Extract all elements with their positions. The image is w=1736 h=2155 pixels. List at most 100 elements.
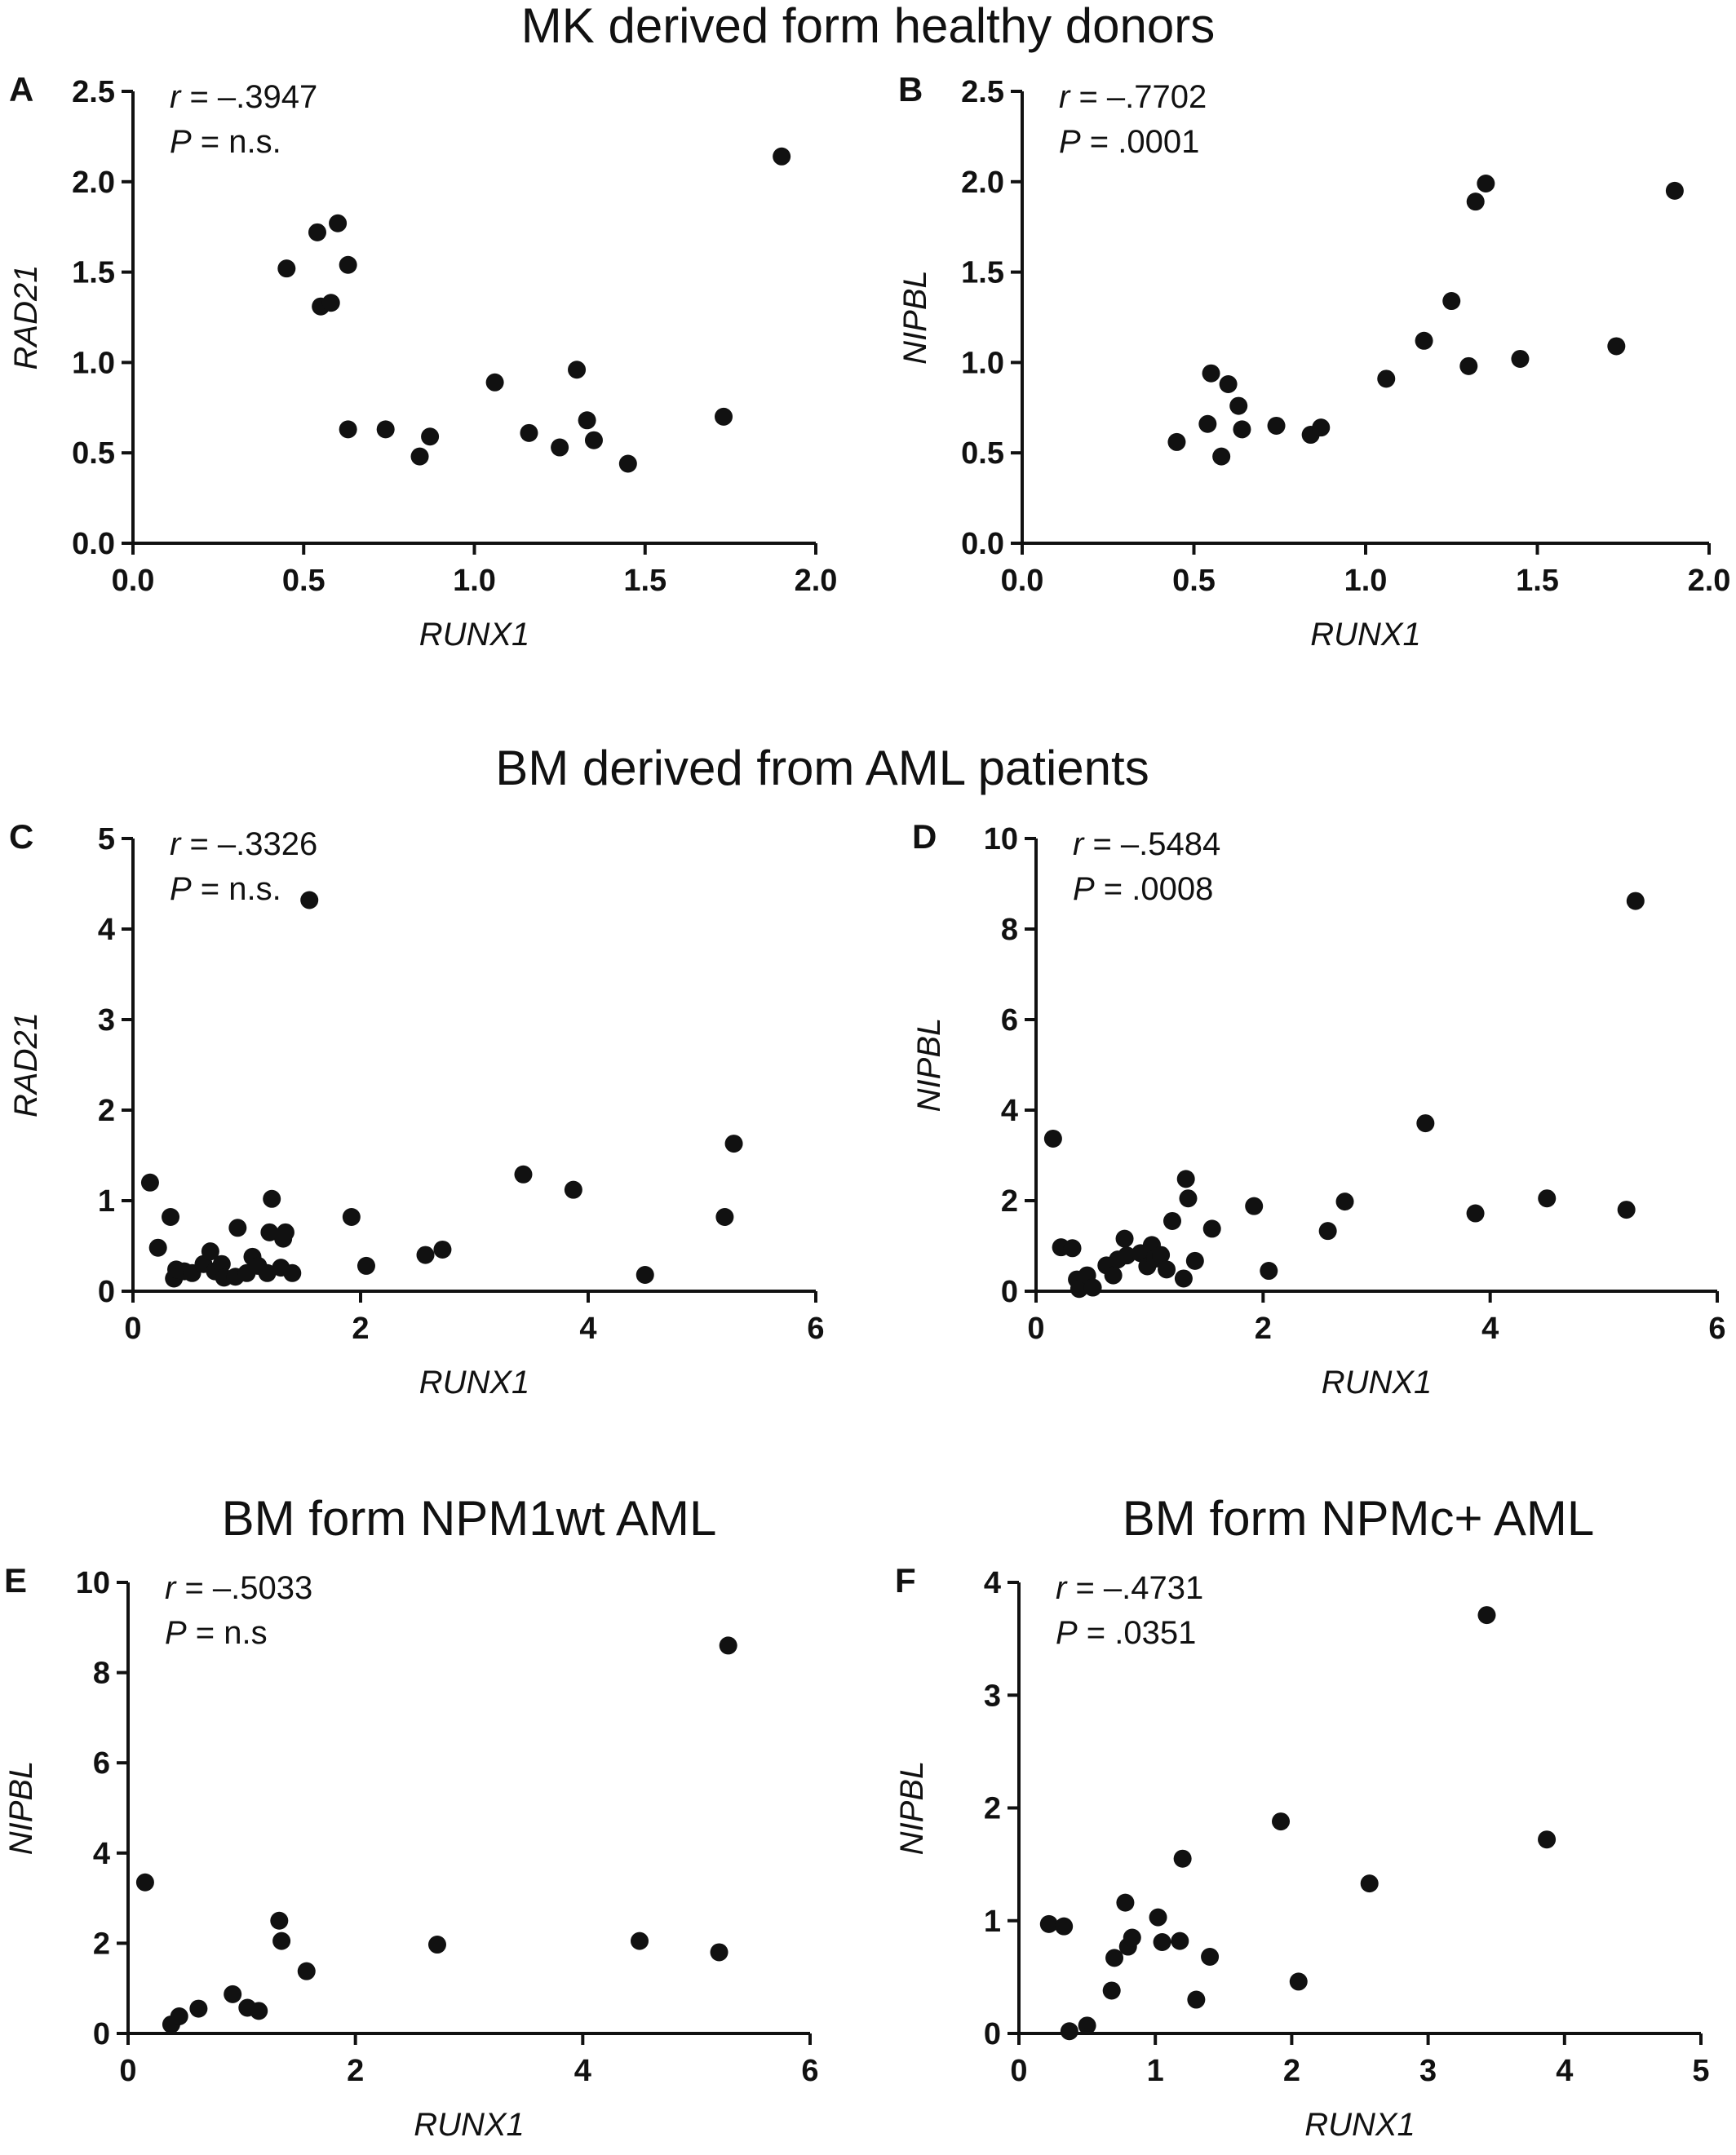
r-value: = –.5033: [175, 1570, 312, 1606]
p-symbol: P: [1056, 1615, 1078, 1651]
data-point: [1312, 418, 1331, 437]
data-point: [584, 431, 603, 449]
data-point: [1171, 1932, 1189, 1950]
r-value: = –.7702: [1070, 79, 1207, 115]
data-point: [1511, 349, 1530, 368]
x-axis-label: RUNX1: [419, 1365, 530, 1401]
panel-letter: E: [4, 1561, 27, 1600]
data-point: [1377, 369, 1396, 388]
data-point: [212, 1255, 231, 1273]
x-tick-label: 0: [124, 1312, 141, 1346]
data-point: [1289, 1972, 1308, 1991]
section-title-npmc: BM form NPMc+ AML: [1123, 1491, 1594, 1546]
r-symbol: r: [1059, 79, 1071, 115]
y-tick-label: 2: [93, 1927, 110, 1961]
p-value: = n.s.: [192, 124, 281, 160]
data-point: [339, 420, 357, 439]
y-tick-label: 1: [98, 1184, 115, 1219]
panel-a: 0.0 0.5 1.0 1.5 2.0 0.0 0.5 1.0 1.5 2.0 2.5 RUNX1 RA…: [8, 70, 837, 653]
data-point: [1116, 1893, 1135, 1912]
y-tick-label: 2.0: [961, 166, 1004, 200]
data-point: [1335, 1193, 1354, 1211]
data-point: [283, 1263, 302, 1282]
data-point: [636, 1266, 654, 1285]
r-annotation: r = –.7702: [1059, 79, 1207, 115]
p-symbol: P: [165, 1615, 187, 1651]
x-tick-label: 4: [1481, 1312, 1499, 1346]
y-tick-label: 0: [984, 2017, 1001, 2051]
y-tick-label: 8: [1001, 913, 1018, 947]
r-annotation: r = –.3947: [170, 79, 317, 115]
y-axis-label: NIPBL: [911, 1018, 947, 1113]
x-axis-label: RUNX1: [1310, 617, 1421, 653]
data-point: [339, 255, 357, 274]
data-point: [631, 1932, 649, 1950]
data-point: [1202, 364, 1220, 383]
data-point: [1153, 1933, 1171, 1952]
data-point: [1039, 1914, 1058, 1933]
data-point: [520, 423, 538, 442]
panel-letter: C: [9, 817, 33, 856]
data-point: [1459, 356, 1478, 375]
data-point: [277, 259, 296, 278]
x-tick-label: 4: [1556, 2054, 1573, 2088]
x-tick-label: 0: [119, 2054, 136, 2088]
r-annotation: r = –.4731: [1056, 1570, 1203, 1606]
data-point: [1158, 1260, 1176, 1279]
y-tick-label: 1: [984, 1905, 1001, 1939]
x-tick-label: 1.5: [1516, 564, 1559, 598]
y-tick-label: 4: [93, 1837, 110, 1871]
y-axis-label: NIPBL: [897, 270, 933, 365]
data-point: [724, 1135, 743, 1153]
x-tick-label: 3: [1419, 2054, 1437, 2088]
data-point: [421, 427, 440, 446]
x-tick-label: 2: [1255, 1312, 1272, 1346]
data-point: [1118, 1246, 1136, 1265]
panels: 0.0 0.5 1.0 1.5 2.0 0.0 0.5 1.0 1.5 2.0 2.5 RUNX1 RA…: [3, 70, 1730, 2143]
y-axis-label: NIPBL: [3, 1761, 39, 1856]
p-annotation: P = .0351: [1056, 1615, 1196, 1651]
data-point: [1202, 1219, 1221, 1238]
data-point: [1102, 1981, 1121, 2000]
data-point: [568, 361, 587, 379]
data-point: [1152, 1246, 1171, 1264]
data-point: [427, 1936, 446, 1954]
p-value: = .0351: [1078, 1615, 1197, 1651]
r-value: = –.4731: [1066, 1570, 1203, 1606]
data-point: [514, 1165, 533, 1184]
data-point: [719, 1636, 737, 1655]
y-axis-label: RAD21: [8, 265, 44, 370]
data-point: [1219, 374, 1238, 393]
data-point: [416, 1246, 435, 1264]
y-tick-label: 4: [984, 1566, 1001, 1600]
y-tick-label: 1.5: [72, 256, 115, 290]
data-point: [276, 1223, 294, 1241]
r-symbol: r: [170, 826, 182, 862]
data-point: [1229, 396, 1248, 415]
data-point: [1477, 175, 1495, 193]
x-tick-label: 6: [801, 2054, 818, 2088]
data-point: [308, 223, 326, 241]
data-point: [1185, 1251, 1204, 1270]
data-point: [1245, 1197, 1264, 1215]
x-tick-label: 0.5: [1172, 564, 1216, 598]
y-tick-label: 2: [984, 1792, 1001, 1826]
data-point: [410, 447, 429, 466]
y-tick-label: 0.0: [961, 527, 1004, 561]
data-point: [250, 2002, 268, 2020]
x-tick-label: 6: [1708, 1312, 1725, 1346]
panel-b: 0.0 0.5 1.0 1.5 2.0 0.0 0.5 1.0 1.5 2.0 2.5 RUNX1 NI…: [897, 70, 1730, 653]
y-tick-label: 1.0: [961, 346, 1004, 380]
data-point: [1267, 416, 1286, 435]
y-tick-label: 5: [98, 822, 115, 856]
x-tick-label: 2.0: [1688, 564, 1731, 598]
y-tick-label: 6: [1001, 1003, 1018, 1038]
data-point: [148, 1238, 167, 1257]
data-point: [1415, 331, 1433, 350]
data-point: [1163, 1211, 1181, 1230]
p-value: = .0008: [1095, 871, 1214, 907]
y-tick-label: 2: [98, 1094, 115, 1128]
panel-f: 0 1 2 3 4 5 0 1 2 3 4 RUNX1 NIPBL F r = –.4731 P = .035…: [894, 1561, 1710, 2143]
r-symbol: r: [170, 79, 182, 115]
